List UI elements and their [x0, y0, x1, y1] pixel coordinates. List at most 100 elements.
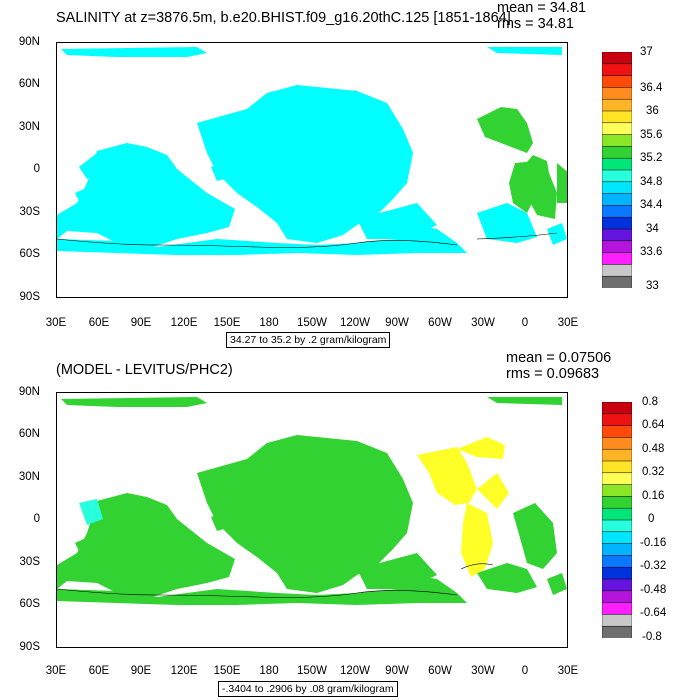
x-tick-label: 60E — [88, 665, 110, 677]
x-tick-label: 30W — [471, 665, 495, 677]
x-tick-label: 60W — [428, 665, 452, 677]
colorbar — [602, 52, 632, 288]
mean-value: mean = 0.07506 — [506, 350, 612, 366]
colorbar-swatch — [602, 437, 632, 450]
colorbar-swatch — [602, 519, 632, 533]
colorbar-swatch — [602, 531, 632, 545]
colorbar-label: 34 — [646, 223, 659, 235]
colorbar — [602, 402, 632, 638]
y-tick-label: 60S — [19, 248, 40, 260]
x-tick-label: 30W — [471, 317, 495, 329]
x-tick-label: 150E — [213, 665, 241, 677]
colorbar-swatch — [602, 205, 632, 218]
y-tick-label: 60N — [18, 428, 40, 440]
colorbar-label: 0.32 — [642, 466, 665, 478]
colorbar-swatch — [602, 413, 632, 427]
colorbar-label: 33.6 — [640, 246, 663, 258]
colorbar-swatch — [602, 252, 632, 265]
y-tick-label: 90N — [18, 36, 40, 48]
colorbar-swatch — [602, 110, 632, 124]
colorbar-label: 34.4 — [640, 199, 663, 211]
colorbar-swatch — [602, 484, 632, 497]
x-tick-label: 150W — [296, 665, 328, 677]
x-tick-label: 90W — [385, 665, 409, 677]
x-tick-label: 150E — [213, 317, 241, 329]
x-tick-label: 30E — [45, 317, 67, 329]
colorbar-swatch — [602, 134, 632, 147]
y-tick-label: 60S — [19, 598, 40, 610]
colorbar-swatch — [602, 146, 632, 159]
y-tick-label: 30S — [19, 556, 40, 568]
y-tick-label: 0 — [33, 163, 40, 175]
colorbar-swatch — [602, 448, 632, 462]
colorbar-label: -0.8 — [642, 631, 662, 643]
x-tick-label: 120W — [339, 665, 371, 677]
colorbar-swatch — [602, 240, 632, 254]
contour-info: -.3404 to .2906 by .08 gram/kilogram — [218, 681, 398, 697]
colorbar-swatch — [602, 193, 632, 206]
colorbar-swatch — [602, 75, 632, 88]
colorbar-swatch — [602, 460, 632, 474]
y-tick-label: 60N — [18, 78, 40, 90]
colorbar-label: 0.16 — [642, 490, 665, 502]
map-plot — [56, 392, 568, 648]
x-tick-label: 30E — [557, 665, 579, 677]
colorbar-label: 33 — [646, 280, 659, 292]
mean-value: mean = 34.81 — [497, 0, 587, 16]
colorbar-swatch — [602, 216, 632, 230]
colorbar-label: 36 — [646, 105, 659, 117]
colorbar-swatch — [602, 472, 632, 486]
colorbar-swatch — [602, 275, 632, 288]
colorbar-label: 34.8 — [640, 176, 663, 188]
colorbar-swatch — [602, 543, 632, 556]
y-tick-label: 30N — [18, 121, 40, 133]
map-field — [57, 47, 567, 255]
colorbar-swatch — [602, 566, 632, 580]
colorbar-swatch — [602, 625, 632, 638]
colorbar-label: 37 — [640, 46, 653, 58]
x-tick-label: 150W — [296, 317, 328, 329]
rms-value: rms = 0.09683 — [506, 366, 600, 382]
rms-value: rms = 34.81 — [497, 16, 574, 32]
y-tick-label: 30N — [18, 471, 40, 483]
colorbar-swatch — [602, 63, 632, 77]
colorbar-label: -0.48 — [640, 584, 667, 596]
x-tick-label: 30E — [557, 317, 579, 329]
y-tick-label: 90S — [19, 641, 40, 653]
colorbar-swatch — [602, 402, 632, 415]
x-tick-label: 120E — [170, 317, 198, 329]
x-tick-label: 90W — [385, 317, 409, 329]
y-tick-label: 90N — [18, 386, 40, 398]
colorbar-swatch — [602, 169, 632, 183]
colorbar-label: -0.32 — [640, 560, 667, 572]
contour-info: 34.27 to 35.2 by .2 gram/kilogram — [226, 332, 391, 348]
x-tick-label: 180 — [259, 317, 279, 329]
colorbar-label: -0.64 — [640, 607, 667, 619]
x-tick-label: 60E — [88, 317, 110, 329]
y-tick-label: 90S — [19, 291, 40, 303]
colorbar-label: 35.6 — [640, 129, 663, 141]
colorbar-swatch — [602, 602, 632, 615]
y-tick-label: 30S — [19, 206, 40, 218]
x-tick-label: 120E — [170, 665, 198, 677]
colorbar-swatch — [602, 228, 632, 242]
x-tick-label: 0 — [521, 665, 529, 677]
panel-title: SALINITY at z=3876.5m, b.e20.BHIST.f09_g… — [56, 10, 511, 26]
colorbar-label: 0.48 — [642, 443, 665, 455]
x-tick-label: 90E — [130, 317, 152, 329]
x-tick-label: 120W — [339, 317, 371, 329]
panel-title: (MODEL - LEVITUS/PHC2) — [56, 362, 233, 378]
colorbar-swatch — [602, 98, 632, 112]
colorbar-swatch — [602, 87, 632, 100]
map-field — [57, 397, 567, 605]
x-tick-label: 180 — [259, 665, 279, 677]
colorbar-swatches — [602, 52, 632, 288]
colorbar-label: 0.64 — [642, 419, 665, 431]
x-tick-label: 90E — [130, 665, 152, 677]
x-tick-label: 60W — [428, 317, 452, 329]
colorbar-swatch — [602, 52, 632, 65]
colorbar-label: 0 — [648, 513, 655, 525]
map-plot — [56, 42, 568, 298]
colorbar-label: 0.8 — [642, 396, 658, 408]
colorbar-swatch — [602, 264, 632, 277]
